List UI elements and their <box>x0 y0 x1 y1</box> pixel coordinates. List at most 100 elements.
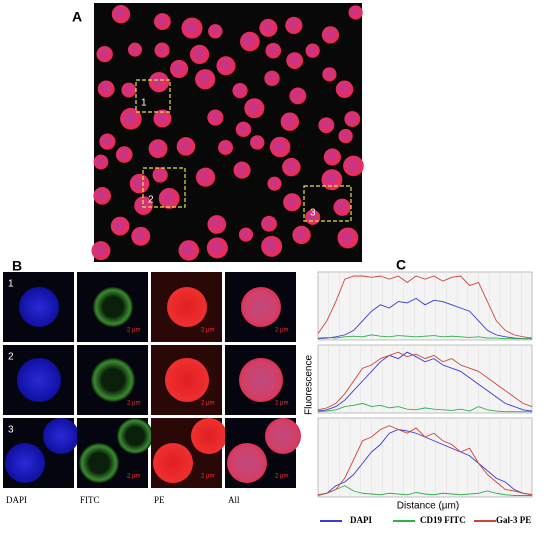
cell <box>269 136 291 158</box>
cell <box>195 69 216 90</box>
cell <box>153 443 193 483</box>
row-label: 3 <box>8 425 14 436</box>
cell <box>318 117 335 134</box>
scale-bar-label: 2 µm <box>201 401 214 407</box>
cell <box>43 418 79 454</box>
cell <box>96 45 113 63</box>
cell <box>154 42 170 58</box>
cell <box>283 193 302 212</box>
cell <box>207 215 227 234</box>
column-label: PE <box>154 495 165 505</box>
cell <box>148 139 168 159</box>
cell <box>131 226 151 246</box>
roi-box <box>142 167 186 208</box>
profiles: DAPI CD19 FITC Gal-3 PE <box>317 271 533 525</box>
cell <box>261 215 277 232</box>
cell <box>216 56 236 76</box>
cell <box>121 82 137 98</box>
cell <box>227 443 267 483</box>
cell <box>97 80 115 98</box>
cell <box>152 167 168 183</box>
profile-line <box>317 334 532 340</box>
row-label: 1 <box>8 279 14 290</box>
x-axis-label: Distance (µm) <box>397 501 459 512</box>
cell <box>282 157 301 177</box>
cell <box>232 82 248 99</box>
profile-line <box>317 485 532 496</box>
legend-label: Gal-3 PE <box>496 515 531 525</box>
cell <box>206 237 228 259</box>
column-label: All <box>228 495 240 505</box>
y-axis-label: Fluorescence <box>304 355 315 415</box>
cell <box>265 42 282 59</box>
scale-bar-label: 2 µm <box>201 328 214 334</box>
cell <box>17 358 61 402</box>
cell <box>239 358 283 402</box>
scale-bar-label: 2 µm <box>127 474 140 480</box>
cell <box>337 227 359 249</box>
cell <box>91 241 111 261</box>
panel-label: B <box>12 258 22 274</box>
cell <box>93 287 133 327</box>
roi-box <box>135 79 171 113</box>
row-label: 2 <box>8 352 14 363</box>
cell <box>93 154 109 170</box>
cell <box>19 287 59 327</box>
cell <box>93 186 111 205</box>
column-label: FITC <box>80 495 100 505</box>
cell <box>99 133 116 150</box>
cell <box>344 111 361 128</box>
cell <box>321 169 343 191</box>
cell <box>120 107 142 130</box>
cell <box>176 137 196 156</box>
legend-label: DAPI <box>350 515 372 525</box>
cell <box>280 112 300 131</box>
roi-box <box>303 185 352 222</box>
cell <box>285 16 303 35</box>
cell <box>117 418 153 454</box>
cell <box>153 13 171 30</box>
profile-line <box>317 275 533 339</box>
profile-line <box>317 351 533 411</box>
cell <box>208 24 223 39</box>
cell <box>244 98 265 119</box>
cell <box>338 128 353 144</box>
cell <box>111 5 131 24</box>
cell <box>167 287 207 327</box>
roi-label: 1 <box>141 98 147 109</box>
cell <box>335 80 354 99</box>
cell <box>238 227 254 242</box>
cell <box>153 109 172 128</box>
profile-line <box>317 425 533 496</box>
cell <box>333 198 351 216</box>
cell <box>5 443 45 483</box>
image-grid: DAPI 1 2 3 FITC 2 µm 2 µm 2 µm PE 2 µm 2 µm 2 µm All… <box>3 272 301 505</box>
cell <box>305 43 320 58</box>
cell <box>343 155 364 177</box>
cell <box>189 44 210 65</box>
cell <box>241 287 281 327</box>
cell <box>127 42 142 57</box>
cell <box>148 71 170 93</box>
panel-label: C <box>396 257 406 273</box>
cell <box>207 109 224 126</box>
cell <box>195 167 216 187</box>
cell <box>134 196 153 215</box>
column-label: DAPI <box>6 495 27 505</box>
cell <box>79 443 119 483</box>
cell <box>191 418 227 454</box>
cell <box>178 240 200 261</box>
profile-line <box>317 402 532 413</box>
roi-label: 2 <box>148 195 154 206</box>
scale-bar-label: 2 µm <box>201 474 214 480</box>
profile-line <box>317 297 532 340</box>
cell <box>321 26 340 44</box>
cell <box>181 17 203 39</box>
cell <box>250 135 265 150</box>
cell <box>240 31 260 52</box>
cell <box>169 59 189 79</box>
cell <box>115 146 133 163</box>
scale-bar-label: 2 µm <box>275 328 288 334</box>
cell <box>158 187 180 209</box>
cell <box>289 87 307 105</box>
